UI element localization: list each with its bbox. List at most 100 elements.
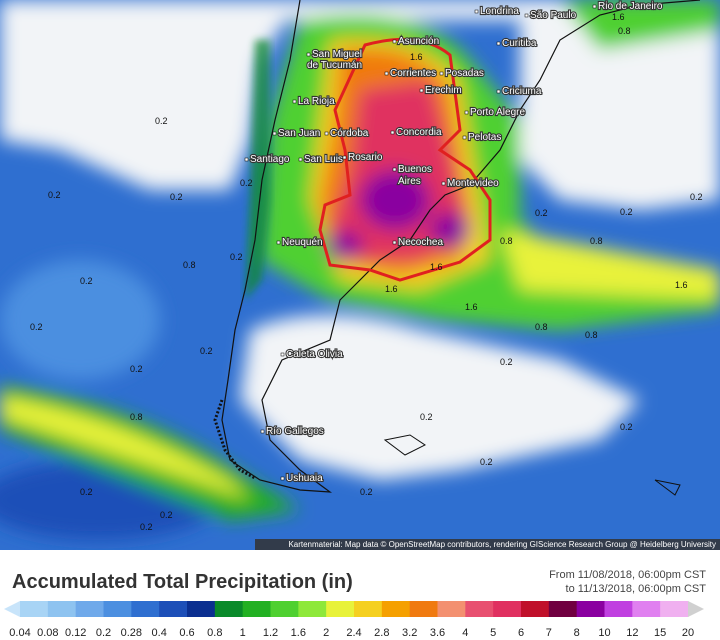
color-swatch xyxy=(103,601,132,617)
city-marker xyxy=(342,155,347,160)
city-marker xyxy=(496,41,501,46)
color-swatch xyxy=(521,601,550,617)
city-label: Pelotas xyxy=(468,132,501,143)
colorbar-label: 6 xyxy=(518,627,524,639)
city-label: Erechim xyxy=(425,85,462,96)
contour-label: 0.8 xyxy=(590,236,603,246)
city-marker xyxy=(280,476,285,481)
contour-label: 0.2 xyxy=(30,322,43,332)
contour-label: 0.2 xyxy=(80,276,93,286)
color-swatch xyxy=(576,601,605,617)
colorbar-label: 3.6 xyxy=(430,627,445,639)
city-label: Corrientes xyxy=(390,68,436,79)
attribution: Kartenmaterial: Map data © OpenStreetMap… xyxy=(288,540,716,549)
contour-label: 0.2 xyxy=(155,116,168,126)
colorbar-label: 15 xyxy=(654,627,666,639)
colorbar-label: 3.2 xyxy=(402,627,417,639)
contour-label: 0.2 xyxy=(620,422,633,432)
contour-label: 0.2 xyxy=(130,364,143,374)
color-swatch xyxy=(409,601,438,617)
colorbar-label: 5 xyxy=(490,627,496,639)
color-swatch xyxy=(270,601,299,617)
color-swatch xyxy=(131,601,160,617)
city-label: Rosario xyxy=(348,152,383,163)
city-label: Necochea xyxy=(398,237,443,248)
city-labels: Londrina São Paulo Rio de Janeiro Curitiba A… xyxy=(244,0,664,485)
city-label: de Tucumán xyxy=(307,60,362,71)
legend: Accumulated Total Precipitation (in) Fro… xyxy=(0,550,720,640)
city-marker xyxy=(392,167,397,172)
colorbar-label: 4 xyxy=(462,627,468,639)
contour-label: 0.8 xyxy=(183,260,196,270)
city-marker xyxy=(260,429,265,434)
city-label: Rio de Janeiro xyxy=(598,1,663,12)
city-marker xyxy=(441,181,446,186)
contour-label: 0.8 xyxy=(535,322,548,332)
contour-label: 0.2 xyxy=(500,357,513,367)
city-label: Asunción xyxy=(398,36,439,47)
city-label: Río Gallegos xyxy=(266,426,324,437)
contour-label: 0.2 xyxy=(240,178,253,188)
color-swatch xyxy=(437,601,466,617)
legend-title: Accumulated Total Precipitation (in) xyxy=(12,571,353,593)
city-label: Neuquén xyxy=(282,237,323,248)
city-marker xyxy=(464,110,469,115)
contour-label: 0.8 xyxy=(618,26,631,36)
color-swatch xyxy=(493,601,522,617)
colorbar-label: 0.04 xyxy=(9,627,30,639)
contour-label: 0.8 xyxy=(130,412,143,422)
city-marker xyxy=(306,52,311,57)
color-swatch xyxy=(465,601,494,617)
contour-label: 0.2 xyxy=(480,457,493,467)
color-swatch xyxy=(604,601,633,617)
colorbar-label: 2.8 xyxy=(374,627,389,639)
contour-label: 0.2 xyxy=(48,190,61,200)
colorbar-label: 8 xyxy=(574,627,580,639)
colorbar-label: 10 xyxy=(598,627,610,639)
colorbar-label: 0.2 xyxy=(96,627,111,639)
contour-label: 0.2 xyxy=(80,487,93,497)
city-label: Buenos xyxy=(398,164,432,175)
city-marker xyxy=(524,13,529,18)
contour-label: 0.2 xyxy=(420,412,433,422)
city-label: São Paulo xyxy=(530,10,577,21)
color-swatch xyxy=(242,601,271,617)
color-swatch xyxy=(214,601,244,617)
colorbar-label: 0.6 xyxy=(179,627,194,639)
city-label: Londrina xyxy=(480,6,519,17)
city-label: Montevideo xyxy=(447,178,499,189)
city-marker xyxy=(298,157,303,162)
contour-label: 1.6 xyxy=(410,52,423,62)
contour-label: 1.6 xyxy=(430,262,443,272)
color-swatch xyxy=(159,601,188,617)
city-marker xyxy=(390,130,395,135)
color-swatch xyxy=(298,601,327,617)
contour-label: 1.6 xyxy=(612,12,625,22)
contour-label: 0.2 xyxy=(620,207,633,217)
color-swatch xyxy=(548,601,578,617)
period-to: to 11/13/2018, 06:00pm CST xyxy=(566,583,707,595)
contour-labels: 1.6 0.8 0.2 0.2 0.2 0.2 0.2 0.2 0.2 0.8 1.6 1.6 0.8 0… xyxy=(30,12,703,532)
colorbar-label: 1.2 xyxy=(263,627,278,639)
contour-label: 0.2 xyxy=(360,487,373,497)
colorbar-label: 2.4 xyxy=(346,627,361,639)
city-label: La Rioja xyxy=(298,96,335,107)
color-swatch xyxy=(75,601,104,617)
colorbar-label: 0.8 xyxy=(207,627,222,639)
contour-label: 0.8 xyxy=(585,330,598,340)
city-label: Concordia xyxy=(396,127,442,138)
city-marker xyxy=(280,352,285,357)
color-swatch xyxy=(381,601,411,617)
period-from: From 11/08/2018, 06:00pm CST xyxy=(549,569,706,581)
city-marker xyxy=(384,71,389,76)
contour-label: 0.2 xyxy=(160,510,173,520)
color-swatch xyxy=(47,601,77,617)
contour-label: 0.2 xyxy=(140,522,153,532)
city-marker xyxy=(462,135,467,140)
city-label: Aires xyxy=(398,176,421,187)
city-label: San Juan xyxy=(278,128,320,139)
city-label: Curitiba xyxy=(502,38,537,49)
colorbar-label: 1.6 xyxy=(291,627,306,639)
city-marker xyxy=(419,88,424,93)
